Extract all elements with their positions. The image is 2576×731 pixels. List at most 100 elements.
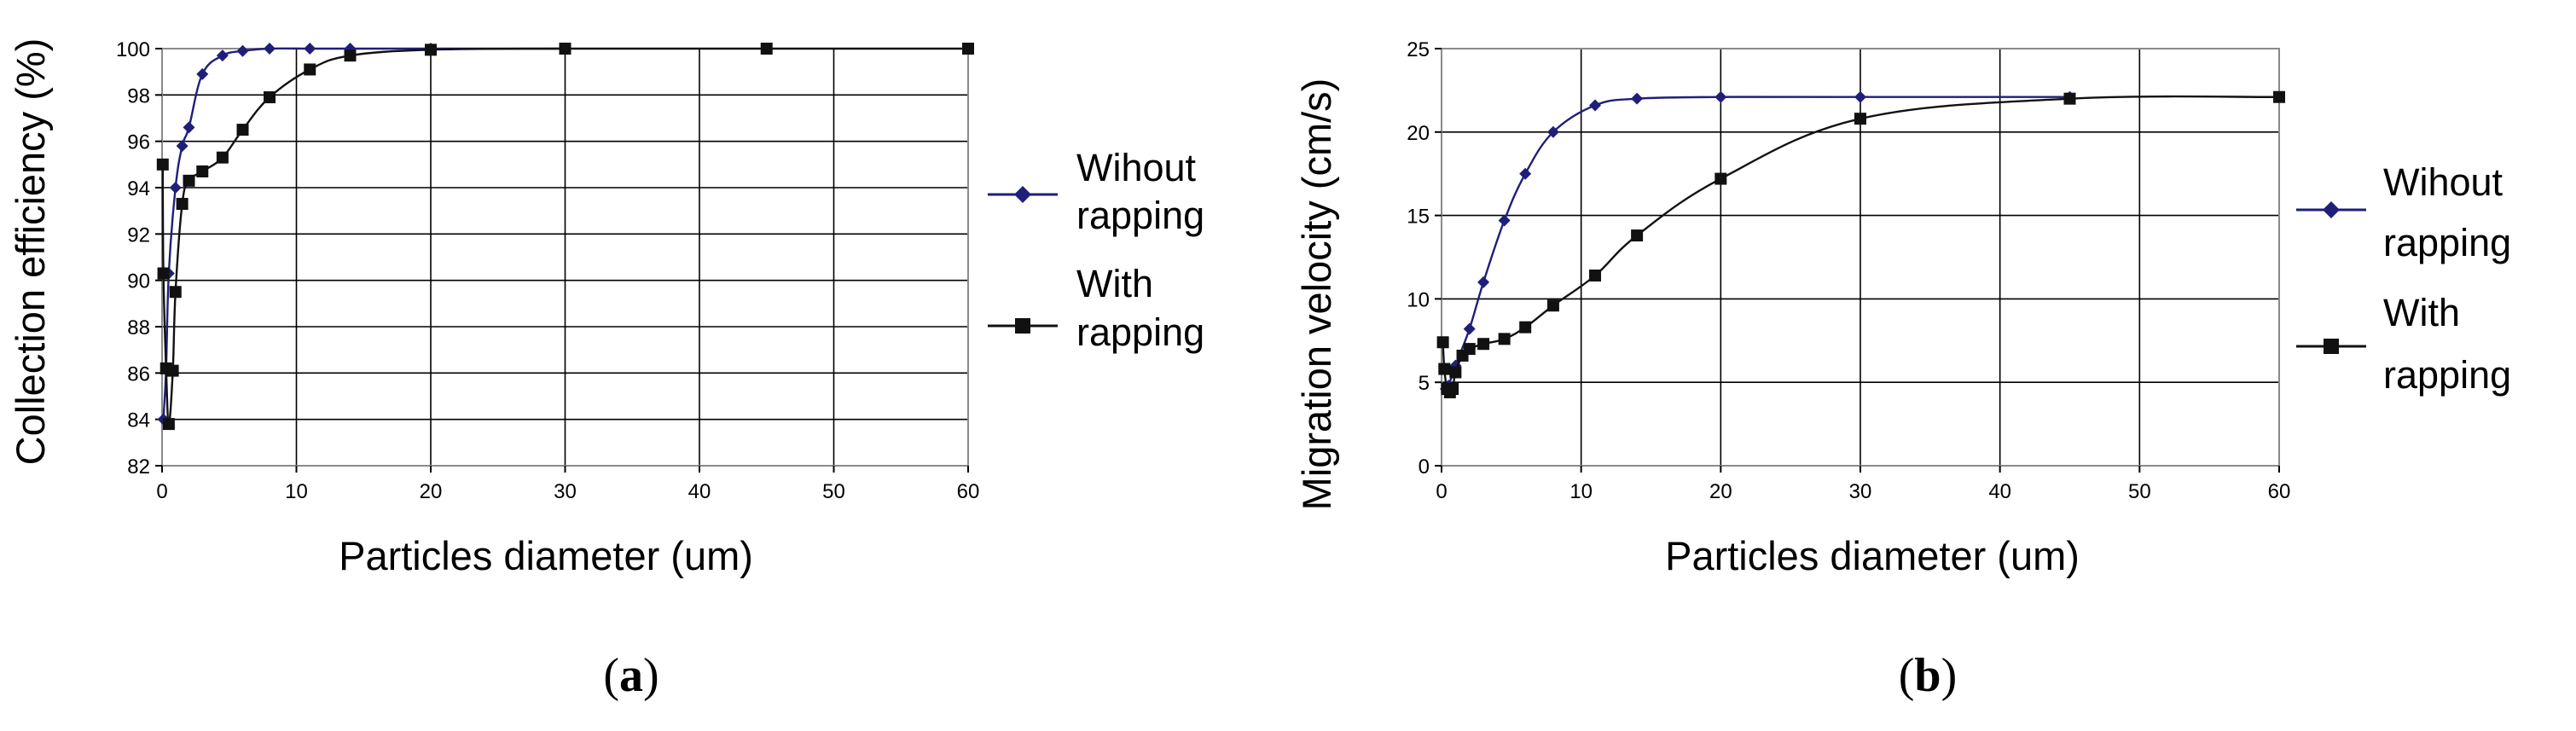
chart-b-x-ticks: 0 10 20 30 40 50 60 <box>1436 466 2290 503</box>
chart-a-x-tick-label: 60 <box>957 480 980 503</box>
chart-b-x-tick-label: 20 <box>1709 480 1732 503</box>
chart-b-series-with-rapping-point <box>1438 363 1451 375</box>
chart-b-series-with-rapping-point <box>1477 338 1490 351</box>
legend-label-line-2: rapping <box>1076 194 1204 237</box>
chart-b: 0 5 10 15 20 25 0 10 20 30 40 50 60 Particles diame… <box>1294 38 2511 702</box>
chart-a-series-with-rapping-point <box>157 267 170 280</box>
chart-a-series-without-rapping-point <box>236 44 249 57</box>
chart-a-series-with-rapping-point <box>264 91 276 104</box>
chart-a-y-tick-label: 90 <box>127 270 150 293</box>
chart-a-y-tick-label: 94 <box>127 177 150 200</box>
chart-b-series <box>1436 90 2285 398</box>
chart-b-series-without-rapping-point <box>1463 322 1476 335</box>
chart-b-legend-item-without-rapping: Wihout rapping <box>2296 160 2511 264</box>
chart-b-series-with-rapping-point <box>1631 229 1644 242</box>
chart-a-series-with-rapping-point <box>425 44 437 56</box>
chart-b-series-without-rapping-point <box>1589 99 1602 112</box>
chart-b-series-with-rapping-point <box>1449 366 1462 379</box>
chart-b-grid <box>1441 48 2280 467</box>
chart-a-series-without-rapping-point <box>264 43 276 55</box>
chart-b-legend-item-with-rapping: With rapping <box>2296 291 2511 397</box>
chart-b-series-with-rapping-point <box>1519 321 1532 334</box>
chart-a-series-with-rapping-point <box>176 198 189 211</box>
chart-b-series-without-rapping-point <box>1519 167 1532 180</box>
diamond-marker-icon <box>2323 201 2340 218</box>
chart-a-series-with-rapping-point <box>304 63 316 76</box>
chart-a-y-tick-label: 92 <box>127 223 150 247</box>
chart-a-series-with-rapping-point <box>162 418 175 431</box>
chart-a-panel-label: (a) <box>603 649 659 702</box>
chart-b-series-without-rapping-point <box>1498 214 1511 227</box>
chart-b-series-with-rapping-point <box>1498 333 1511 345</box>
chart-b-y-tick-label: 5 <box>1419 372 1430 395</box>
chart-a-y-tick-label: 98 <box>127 84 150 107</box>
square-marker-icon <box>1015 318 1030 334</box>
chart-b-x-tick-label: 60 <box>2268 480 2291 503</box>
chart-b-x-tick-label: 0 <box>1436 480 1447 503</box>
chart-a-x-axis-title: Particles diameter (um) <box>339 533 753 578</box>
chart-b-series-with-rapping-point <box>1589 270 1602 282</box>
chart-a-series-without-rapping-point <box>183 121 195 134</box>
chart-a-x-ticks: 0 10 20 30 40 50 60 <box>156 466 979 503</box>
chart-b-series-with-rapping-point <box>1714 172 1727 185</box>
chart-a-y-tick-label: 82 <box>127 455 150 479</box>
chart-b-x-tick-label: 10 <box>1569 480 1593 503</box>
chart-b-series-without-rapping-point <box>1854 90 1866 103</box>
chart-a-grid <box>161 48 969 467</box>
chart-a-series-with-rapping-point <box>183 174 195 187</box>
chart-b-y-tick-label: 15 <box>1407 206 1430 229</box>
chart-a-series-with-rapping-point <box>760 43 773 55</box>
chart-a-series-with-rapping-point <box>236 124 249 136</box>
chart-a-series-with-rapping-point <box>559 43 571 55</box>
chart-b-y-ticks: 0 5 10 15 20 25 <box>1407 38 1442 479</box>
chart-a-series-with-rapping-point <box>156 158 169 171</box>
chart-a-y-tick-label: 86 <box>127 363 150 386</box>
chart-a-x-tick-label: 30 <box>554 480 577 503</box>
chart-a-series-without-rapping-point <box>169 182 182 194</box>
chart-a-series-without-rapping-point <box>216 49 229 62</box>
chart-b-series-with-rapping-point <box>1463 343 1476 356</box>
chart-b-series-without-rapping-point <box>1477 276 1490 288</box>
square-marker-icon <box>2324 339 2339 354</box>
chart-b-y-tick-label: 25 <box>1407 38 1430 61</box>
chart-b-y-tick-label: 20 <box>1407 122 1430 145</box>
chart-b-y-tick-label: 0 <box>1419 455 1430 479</box>
chart-a: 82 84 86 88 90 92 94 96 98 100 0 10 20 30 40 50 60 Part… <box>8 38 1204 702</box>
chart-b-series-with-rapping-line <box>1442 95 2280 394</box>
chart-a-series-with-rapping-point <box>216 151 229 164</box>
chart-b-series-with-rapping-point <box>2273 90 2285 103</box>
chart-a-x-tick-label: 0 <box>156 480 167 503</box>
chart-a-legend: Wihout rapping With rapping <box>988 146 1204 354</box>
chart-a-series <box>156 43 974 431</box>
chart-a-x-tick-label: 40 <box>688 480 711 503</box>
chart-a-series-without-rapping-point <box>304 43 316 55</box>
chart-b-series-without-rapping-point <box>1546 125 1559 138</box>
chart-a-legend-item-without-rapping: Wihout rapping <box>988 146 1204 237</box>
chart-a-y-tick-label: 88 <box>127 316 150 339</box>
legend-label-line-1: Wihout <box>1076 146 1197 189</box>
chart-b-x-tick-label: 50 <box>2128 480 2151 503</box>
chart-a-y-ticks: 82 84 86 88 90 92 94 96 98 100 <box>116 38 162 479</box>
chart-b-panel-label: (b) <box>1899 649 1957 702</box>
diamond-marker-icon <box>1014 186 1031 203</box>
chart-a-x-tick-label: 10 <box>285 480 308 503</box>
chart-a-series-with-rapping-point <box>196 165 209 177</box>
chart-a-legend-item-with-rapping: With rapping <box>988 262 1204 354</box>
chart-a-series-without-rapping-point <box>176 140 189 153</box>
chart-b-x-axis-title: Particles diameter (um) <box>1665 533 2080 578</box>
chart-b-series-without-rapping-point <box>1631 92 1644 105</box>
chart-a-y-tick-label: 100 <box>116 38 150 61</box>
legend-label-line-1: Wihout <box>2383 160 2503 204</box>
legend-label-line-2: rapping <box>2383 353 2511 397</box>
chart-b-x-tick-label: 40 <box>1988 480 2011 503</box>
chart-b-series-with-rapping-point <box>1854 113 1866 125</box>
chart-b-x-tick-label: 30 <box>1849 480 1872 503</box>
chart-b-series-with-rapping-point <box>1447 383 1459 396</box>
chart-a-y-axis-title: Collection efficiency (%) <box>8 38 53 466</box>
chart-b-series-with-rapping-point <box>1436 336 1449 349</box>
chart-a-series-with-rapping-point <box>344 49 357 62</box>
chart-a-series-with-rapping-point <box>166 364 179 377</box>
chart-a-y-tick-label: 96 <box>127 131 150 154</box>
chart-a-series-without-rapping-point <box>196 67 209 80</box>
